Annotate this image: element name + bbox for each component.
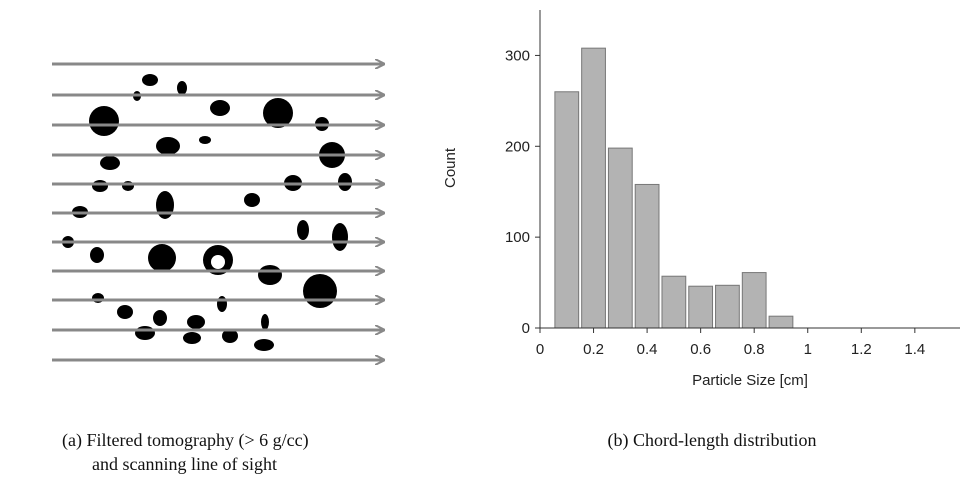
bar [635, 184, 659, 328]
x-tick-label: 0.8 [744, 341, 765, 358]
y-tick-label: 0 [522, 320, 530, 337]
bar [555, 92, 579, 328]
y-tick-label: 300 [505, 47, 530, 64]
x-tick-label: 0 [536, 341, 544, 358]
y-tick-label: 200 [505, 138, 530, 155]
bar [582, 48, 606, 328]
caption-a: (a) Filtered tomography (> 6 g/cc) [62, 430, 309, 451]
bar [742, 273, 766, 328]
x-tick-label: 0.2 [583, 341, 604, 358]
bar [716, 285, 740, 328]
bar [608, 148, 632, 328]
y-axis-label: Count [442, 147, 459, 188]
x-tick-label: 0.4 [637, 341, 658, 358]
caption-a: and scanning line of sight [92, 454, 277, 474]
x-tick-label: 0.6 [690, 341, 711, 358]
bar [769, 316, 793, 328]
bar [689, 286, 713, 328]
x-axis-label: Particle Size [cm] [692, 372, 808, 389]
caption-b: (b) Chord-length distribution [608, 430, 817, 451]
x-tick-label: 1.2 [851, 341, 872, 358]
x-tick-label: 1 [804, 341, 812, 358]
figure: (a) Filtered tomography (> 6 g/cc) and s… [0, 0, 967, 486]
x-tick-label: 1.4 [904, 341, 925, 358]
bar [662, 276, 686, 328]
y-tick-label: 100 [505, 229, 530, 246]
